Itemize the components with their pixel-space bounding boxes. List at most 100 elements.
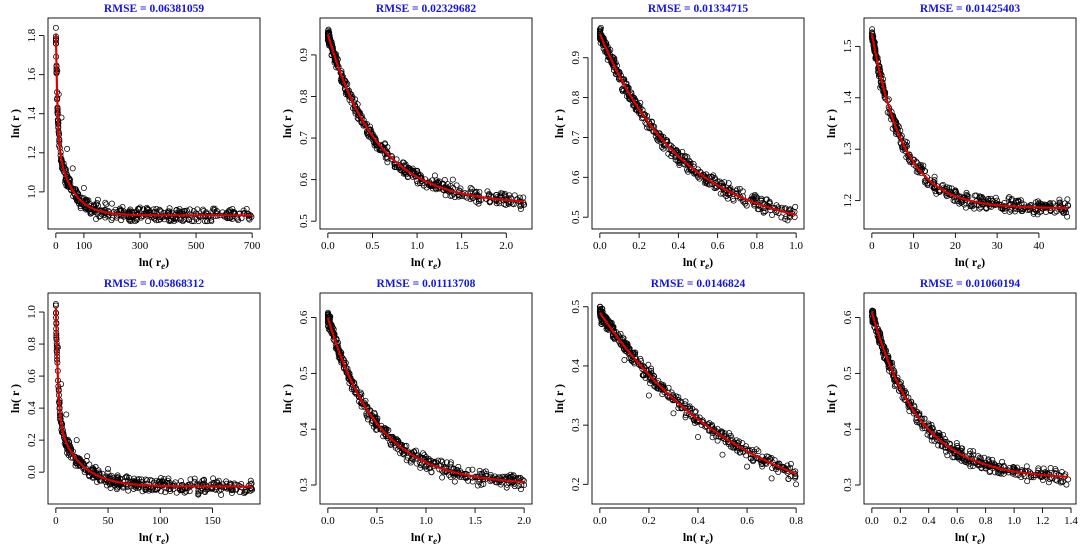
- x-tick-label: 0.4: [671, 240, 685, 252]
- x-tick-label: 2.0: [517, 515, 531, 527]
- observed-point: [394, 446, 401, 453]
- observed-point: [69, 165, 76, 172]
- observed-point: [961, 457, 968, 464]
- y-axis-label: ln( r ): [552, 384, 566, 413]
- y-tick-label: 0.6: [842, 310, 854, 324]
- observed-point: [449, 176, 456, 183]
- observed-point: [721, 179, 728, 186]
- observed-point: [194, 206, 201, 213]
- observed-point: [1001, 208, 1008, 214]
- observed-point: [420, 182, 427, 189]
- observed-point: [439, 474, 446, 481]
- observed-point: [395, 442, 402, 449]
- observed-point: [714, 437, 721, 444]
- observed-point: [89, 474, 96, 481]
- y-tick-label: 1.5: [842, 39, 854, 53]
- y-axis: 1.0 1.2 1.4 1.6 1.8: [26, 28, 45, 199]
- observed-point: [95, 467, 102, 474]
- observed-point: [1064, 213, 1071, 220]
- observed-point: [52, 301, 59, 307]
- observed-point: [241, 490, 248, 497]
- observed-point: [383, 426, 390, 433]
- observed-point: [423, 454, 429, 461]
- x-tick-label: 1.0: [1007, 515, 1021, 527]
- observed-point: [448, 459, 454, 466]
- x-axis: 0.0 0.2 0.4 0.6 0.8 1.0: [593, 232, 804, 252]
- fitted-curve: [326, 33, 525, 203]
- observed-point: [195, 491, 202, 498]
- observed-point: [517, 206, 524, 212]
- x-tick-label: 0: [53, 240, 59, 252]
- observed-point: [81, 469, 88, 476]
- observed-point: [690, 161, 697, 167]
- observed-point: [787, 206, 794, 213]
- observed-point: [177, 478, 184, 485]
- observed-point: [943, 448, 949, 455]
- observed-point: [970, 463, 976, 469]
- observed-point: [514, 196, 521, 203]
- y-axis-label: ln( r ): [280, 109, 294, 138]
- observed-point: [465, 477, 472, 484]
- observed-point: [682, 412, 689, 419]
- observed-point: [637, 355, 644, 362]
- observed-point: [247, 477, 254, 484]
- y-axis-label: ln( r ): [824, 109, 838, 138]
- observed-point: [744, 463, 751, 470]
- observed-point: [475, 200, 482, 207]
- x-tick-label: 0: [869, 240, 875, 252]
- observed-point: [1045, 479, 1052, 486]
- observed-point: [1063, 481, 1070, 488]
- x-axis: 0.0 0.2 0.4 0.6 0.8 1.0 1.2 1.4: [865, 507, 1078, 527]
- observed-point: [706, 420, 713, 427]
- x-tick-label: 1.0: [410, 240, 424, 252]
- y-tick-label: 0.0: [26, 465, 38, 479]
- x-axis: 0.0 0.5 1.0 1.5 2.0: [321, 507, 532, 527]
- observed-point: [714, 430, 721, 437]
- x-tick-label: 700: [244, 240, 261, 252]
- x-axis: 0 50 100 150: [53, 507, 221, 527]
- x-tick-label: 0.8: [750, 240, 764, 252]
- y-tick-label: 0.5: [570, 210, 582, 224]
- observed-point: [402, 161, 409, 168]
- chart-title: RMSE = 0.0146824: [651, 278, 746, 290]
- x-tick-label: 1.0: [789, 240, 803, 252]
- y-tick-label: 1.4: [26, 106, 38, 120]
- observed-point: [598, 319, 605, 326]
- observed-point: [191, 475, 198, 482]
- observed-point: [84, 453, 91, 460]
- observed-point: [467, 196, 474, 203]
- fitted-curve: [870, 311, 1069, 478]
- observed-points: [52, 301, 256, 498]
- y-tick-label: 1.2: [842, 194, 854, 208]
- observed-point: [743, 452, 750, 459]
- y-axis-label: ln( r ): [280, 384, 294, 413]
- observed-point: [405, 173, 412, 180]
- x-tick-label: 1.2: [1036, 515, 1050, 527]
- observed-point: [469, 186, 475, 193]
- observed-point: [400, 159, 407, 166]
- x-axis: 0.0 0.5 1.0 1.5 2.0: [321, 232, 514, 252]
- x-axis: 0 10 20 30 40: [869, 232, 1045, 252]
- observed-point: [1032, 199, 1039, 206]
- observed-point: [656, 133, 663, 140]
- y-tick-label: 0.3: [570, 418, 582, 432]
- observed-point: [742, 200, 749, 207]
- observed-point: [950, 197, 957, 204]
- x-axis-label: ln( re): [411, 255, 441, 271]
- observed-point: [76, 458, 83, 465]
- observed-point: [921, 177, 928, 184]
- observed-point: [504, 481, 510, 488]
- chart-title: RMSE = 0.02329682: [376, 3, 476, 15]
- observed-point: [1057, 479, 1064, 486]
- y-tick-label: 0.6: [298, 310, 310, 324]
- observed-points: [868, 307, 1072, 488]
- observed-point: [193, 482, 200, 488]
- y-tick-label: 0.7: [570, 130, 582, 144]
- observed-point: [992, 194, 999, 201]
- observed-point: [946, 184, 953, 191]
- y-tick-label: 0.5: [842, 366, 854, 380]
- chart-panel-8: RMSE = 0.01060194 0.0 0.2 0.4 0.6 0.8 1.0 1.2 1.…: [816, 275, 1088, 547]
- observed-point: [792, 474, 799, 481]
- y-axis: 0.2 0.3 0.4 0.5: [570, 299, 589, 491]
